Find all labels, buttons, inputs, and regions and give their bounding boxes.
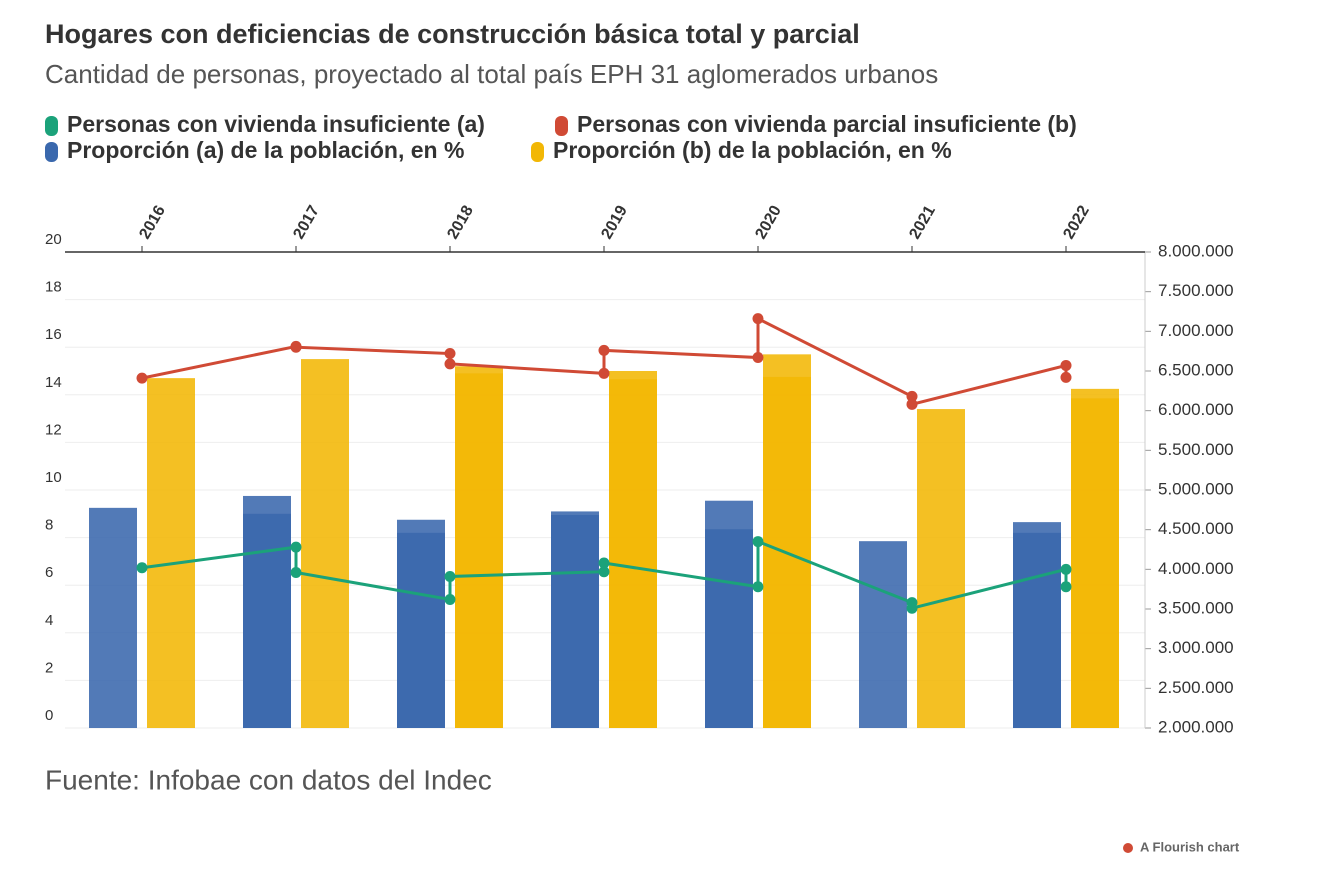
- point: [598, 367, 610, 379]
- bar: [301, 359, 349, 728]
- legend-swatch: [555, 116, 568, 136]
- point: [444, 570, 456, 582]
- point: [136, 562, 148, 574]
- point: [444, 348, 456, 360]
- bar: [609, 379, 657, 728]
- y2-tick-label: 3.000.000: [1158, 638, 1234, 657]
- bar: [551, 514, 599, 728]
- point: [1060, 563, 1072, 575]
- credit[interactable]: A Flourish chart: [1140, 839, 1240, 854]
- point: [598, 557, 610, 569]
- y-tick-label: 14: [45, 374, 62, 391]
- y-tick-label: 8: [45, 517, 53, 534]
- y2-tick-label: 5.000.000: [1158, 479, 1234, 498]
- x-tick-label: 2021: [906, 203, 939, 242]
- point: [752, 581, 764, 593]
- point: [290, 341, 302, 353]
- y-tick-label: 20: [45, 231, 62, 248]
- x-tick-label: 2017: [290, 203, 323, 242]
- legend-label: Personas con vivienda insuficiente (a): [67, 111, 485, 137]
- x-tick-label: 2020: [752, 203, 785, 242]
- y-tick-label: 6: [45, 564, 53, 581]
- bar: [243, 513, 291, 728]
- point: [1060, 359, 1072, 371]
- y-tick-label: 12: [45, 421, 62, 438]
- y2-tick-label: 4.500.000: [1158, 519, 1234, 538]
- y2-tick-label: 7.000.000: [1158, 321, 1234, 340]
- source: Fuente: Infobae con datos del Indec: [45, 764, 492, 795]
- point: [752, 313, 764, 325]
- point: [444, 358, 456, 370]
- point: [752, 352, 764, 364]
- x-tick-label: 2019: [598, 203, 631, 242]
- point: [444, 593, 456, 605]
- point: [906, 398, 918, 410]
- point: [598, 344, 610, 356]
- y2-tick-label: 4.000.000: [1158, 559, 1234, 578]
- y2-tick-label: 3.500.000: [1158, 598, 1234, 617]
- bar: [859, 541, 907, 728]
- y-tick-label: 0: [45, 707, 53, 724]
- legend-label: Personas con vivienda parcial insuficien…: [577, 111, 1077, 137]
- point: [1060, 371, 1072, 383]
- x-tick-label: 2022: [1060, 203, 1093, 242]
- y2-tick-label: 5.500.000: [1158, 440, 1234, 459]
- y-tick-label: 10: [45, 469, 62, 486]
- y-tick-label: 2: [45, 659, 53, 676]
- bar: [1013, 532, 1061, 728]
- bar: [705, 529, 753, 728]
- y2-tick-label: 6.500.000: [1158, 360, 1234, 379]
- bar: [147, 378, 195, 728]
- y2-tick-label: 8.000.000: [1158, 241, 1234, 260]
- x-tick-label: 2016: [136, 203, 169, 242]
- legend-swatch: [45, 116, 58, 136]
- legend-label: Proporción (a) de la población, en %: [67, 137, 464, 163]
- point: [136, 372, 148, 384]
- bar: [455, 373, 503, 728]
- x-tick-label: 2018: [444, 203, 477, 242]
- point: [752, 536, 764, 548]
- bar: [917, 409, 965, 728]
- legend-swatch: [45, 142, 58, 162]
- y2-tick-label: 6.000.000: [1158, 400, 1234, 419]
- bar: [89, 507, 137, 728]
- bar: [397, 532, 445, 728]
- legend-swatch: [531, 142, 544, 162]
- point: [598, 566, 610, 578]
- point: [906, 602, 918, 614]
- flourish-logo: [1123, 843, 1133, 853]
- chart-subtitle: Cantidad de personas, proyectado al tota…: [45, 59, 938, 89]
- y-tick-label: 4: [45, 612, 53, 629]
- y-tick-label: 16: [45, 326, 62, 343]
- point: [906, 390, 918, 402]
- y2-tick-label: 2.500.000: [1158, 678, 1234, 697]
- line: [141, 316, 1068, 407]
- point: [290, 567, 302, 579]
- y2-tick-label: 2.000.000: [1158, 717, 1234, 736]
- y2-tick-label: 7.500.000: [1158, 281, 1234, 300]
- y-tick-label: 18: [45, 279, 62, 296]
- legend-label: Proporción (b) de la población, en %: [553, 137, 952, 163]
- chart-title: Hogares con deficiencias de construcción…: [45, 19, 860, 49]
- point: [290, 541, 302, 553]
- point: [1060, 581, 1072, 593]
- bar: [1071, 398, 1119, 728]
